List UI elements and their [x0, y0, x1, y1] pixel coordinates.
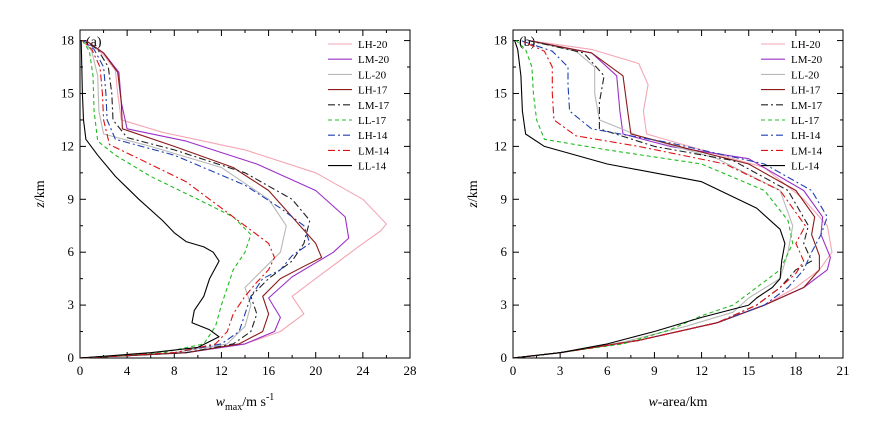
legend-label: LM-17 — [358, 100, 390, 112]
panel-b-y-ticks: 0 3 6 9 12 15 18 — [494, 33, 843, 365]
panel-b-x-axis-title: w-area/km — [648, 395, 707, 410]
panel-a-x-axis-title: wmax/m s-1 — [216, 392, 275, 413]
x-tick-label: 6 — [604, 363, 611, 378]
x-tick-label: 16 — [262, 363, 276, 378]
legend-label: LM-20 — [358, 54, 390, 66]
x-tick-label: 9 — [651, 363, 658, 378]
series-line-ll-20 — [79, 40, 287, 359]
y-tick-label: 6 — [68, 244, 75, 259]
x-tick-label: 4 — [124, 363, 131, 378]
y-tick-label: 9 — [68, 191, 75, 206]
x-tick-label: 24 — [356, 363, 370, 378]
series-line-lm-17 — [79, 40, 311, 359]
x-tick-label: 0 — [77, 363, 84, 378]
legend-label: LH-20 — [791, 39, 821, 51]
x-tick-label: 28 — [404, 363, 417, 378]
legend-label: LL-17 — [791, 115, 820, 127]
legend-label: LL-20 — [358, 69, 387, 81]
series-line-ll-14 — [512, 40, 786, 359]
series-line-ll-17 — [79, 40, 252, 359]
panel-b-ylabel-unit: /km — [466, 180, 481, 202]
panel-a-ylabel-unit: /km — [33, 180, 48, 202]
panel-a-legend: LH-20 LM-20 LL-20 LH-17 LM-17 LL-17 LH-14 LM-14… — [328, 39, 390, 173]
y-tick-label: 3 — [501, 297, 508, 312]
panel-a-y-ticks: 0 3 6 9 12 15 18 — [61, 33, 410, 365]
legend-label: LM-20 — [791, 54, 823, 66]
series-line-lm-17 — [512, 40, 813, 359]
x-tick-label: 15 — [742, 363, 755, 378]
series-line-lh-14 — [79, 40, 311, 359]
series-line-lm-14 — [512, 40, 806, 359]
y-tick-label: 18 — [494, 33, 507, 48]
legend-label: LH-17 — [791, 85, 821, 97]
x-tick-label: 0 — [510, 363, 517, 378]
series-line-lh-20 — [512, 40, 833, 359]
panel-a-xlabel-sup: -1 — [266, 392, 274, 403]
panel-b-ylabel-main: z — [466, 202, 481, 209]
legend-label: LM-14 — [791, 145, 823, 157]
legend-label: LL-17 — [358, 115, 387, 127]
x-tick-label: 18 — [789, 363, 802, 378]
y-tick-label: 3 — [68, 297, 75, 312]
panel-a-series — [79, 40, 387, 359]
series-line-ll-14 — [79, 40, 220, 359]
panel-b-y-axis-title: z/km — [466, 180, 481, 208]
x-tick-label: 21 — [837, 363, 850, 378]
legend-label: LH-14 — [791, 130, 821, 142]
panel-a-xlabel-unit: /m s — [242, 395, 266, 410]
series-line-ll-17 — [512, 40, 794, 359]
y-tick-label: 18 — [61, 33, 74, 48]
panel-a-y-axis-title: z/km — [33, 180, 48, 208]
x-tick-label: 3 — [557, 363, 564, 378]
panel-b-xlabel-unit: -area/km — [658, 395, 708, 410]
series-line-lm-14 — [79, 40, 276, 359]
series-line-lh-17 — [512, 40, 820, 359]
panel-b-legend: LH-20 LM-20 LL-20 LH-17 LM-17 LL-17 LH-14 LM-14… — [761, 39, 823, 173]
series-line-lh-20 — [79, 40, 387, 359]
panel-b-xlabel-main: w — [648, 395, 658, 410]
legend-label: LL-14 — [791, 161, 820, 173]
legend-label: LM-14 — [358, 145, 390, 157]
y-tick-label: 0 — [501, 350, 508, 365]
y-tick-label: 0 — [68, 350, 75, 365]
legend-label: LH-14 — [358, 130, 388, 142]
panel-a-xlabel-main: w — [216, 395, 226, 410]
panel-a-label: (a) — [86, 35, 102, 50]
x-tick-label: 12 — [215, 363, 228, 378]
y-tick-label: 9 — [501, 191, 508, 206]
x-tick-label: 8 — [171, 363, 178, 378]
y-tick-label: 6 — [501, 244, 508, 259]
y-tick-label: 15 — [494, 85, 507, 100]
legend-label: LH-20 — [358, 39, 388, 51]
legend-label: LL-14 — [358, 161, 387, 173]
series-line-lm-20 — [79, 40, 350, 359]
x-tick-label: 20 — [309, 363, 322, 378]
series-line-lh-17 — [79, 40, 323, 359]
panel-a-x-ticks: 0 4 8 12 16 20 24 28 — [77, 30, 417, 378]
panel-a-ylabel-main: z — [33, 202, 48, 209]
panel-b-series — [512, 40, 833, 359]
legend-label: LL-20 — [791, 69, 820, 81]
legend-label: LH-17 — [358, 85, 388, 97]
y-tick-label: 12 — [61, 138, 74, 153]
x-tick-label: 12 — [695, 363, 708, 378]
y-tick-label: 12 — [494, 138, 507, 153]
panel-b-x-ticks: 0 3 6 9 12 15 18 21 — [510, 30, 850, 378]
y-tick-label: 15 — [61, 85, 74, 100]
series-line-lh-14 — [512, 40, 828, 359]
panel-a-xlabel-sub: max — [225, 402, 242, 413]
legend-label: LM-17 — [791, 100, 823, 112]
